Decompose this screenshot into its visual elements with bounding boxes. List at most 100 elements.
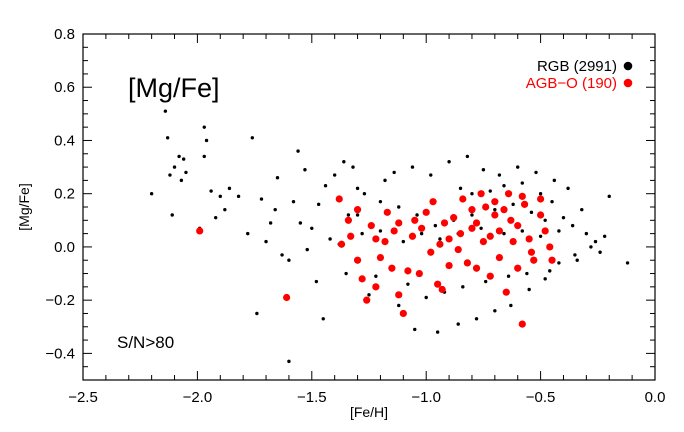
rgb-point xyxy=(589,245,593,249)
legend: RGB (2991) AGB−O (190) xyxy=(526,58,633,92)
agb-point xyxy=(518,320,526,328)
rgb-point xyxy=(502,231,506,236)
agb-point xyxy=(399,309,407,318)
agb-point xyxy=(491,198,499,206)
rgb-point xyxy=(573,253,577,257)
rgb-point xyxy=(602,234,607,238)
y-axis-label: [Mg/Fe] xyxy=(16,183,32,230)
rgb-point xyxy=(280,253,284,257)
rgb-point xyxy=(415,213,419,217)
agb-point xyxy=(486,272,494,280)
y-tick-label: 0.0 xyxy=(54,239,75,256)
agb-point xyxy=(395,291,403,299)
rgb-point xyxy=(355,213,360,217)
agb-point xyxy=(486,232,494,240)
rgb-point xyxy=(465,154,470,159)
agb-point xyxy=(353,256,362,264)
rgb-point xyxy=(321,317,325,321)
agb-point xyxy=(450,214,458,222)
rgb-point xyxy=(246,231,250,236)
rgb-point xyxy=(310,226,314,230)
rgb-point xyxy=(202,154,206,159)
rgb-point xyxy=(509,303,513,308)
rgb-point xyxy=(410,165,415,169)
rgb-point xyxy=(525,271,529,276)
rgb-point xyxy=(625,261,630,265)
rgb-point xyxy=(470,191,474,196)
agb-point xyxy=(429,198,437,206)
rgb-point xyxy=(360,231,364,236)
rgb-point xyxy=(557,229,561,233)
agb-point xyxy=(502,288,510,296)
rgb-point xyxy=(250,136,255,140)
agb-point xyxy=(454,245,462,254)
rgb-point xyxy=(223,207,227,212)
rgb-point xyxy=(413,327,417,332)
rgb-point xyxy=(598,250,602,254)
agb-point xyxy=(388,264,396,272)
agb-point xyxy=(472,264,481,272)
rgb-point xyxy=(291,199,296,204)
agb-point xyxy=(456,230,465,238)
agb-point xyxy=(434,280,442,288)
rgb-point xyxy=(557,261,561,265)
rgb-point xyxy=(287,359,291,364)
agb-point xyxy=(445,261,453,270)
rgb-point xyxy=(149,191,154,196)
rgb-point xyxy=(433,223,438,228)
agb-point xyxy=(418,224,426,232)
rgb-point xyxy=(305,247,309,252)
rgb-point xyxy=(204,138,209,143)
rgb-point xyxy=(165,136,170,140)
rgb-point xyxy=(323,184,328,188)
rgb-point xyxy=(383,178,387,183)
rgb-point xyxy=(275,176,280,180)
agb-point xyxy=(537,195,545,203)
rgb-point xyxy=(580,207,584,212)
agb-point xyxy=(445,235,453,243)
rgb-point xyxy=(296,149,300,153)
rgb-point xyxy=(255,311,259,316)
rgb-point xyxy=(344,271,348,276)
rgb-point xyxy=(552,178,557,183)
agb-point xyxy=(411,216,419,224)
rgb-point xyxy=(314,279,319,284)
rgb-point xyxy=(367,293,371,297)
agb-point xyxy=(546,243,554,251)
x-tick-label: −1.5 xyxy=(297,389,327,406)
rgb-point xyxy=(401,239,406,244)
rgb-point xyxy=(342,160,346,164)
agb-point xyxy=(468,224,476,232)
agb-point xyxy=(527,248,536,256)
rgb-point xyxy=(438,237,442,241)
rgb-point xyxy=(209,189,213,193)
x-axis-label: [Fe/H] xyxy=(350,404,388,420)
agb-point xyxy=(514,264,522,272)
agb-point xyxy=(408,232,417,240)
rgb-series xyxy=(149,109,630,364)
agb-point xyxy=(395,219,403,227)
rgb-point xyxy=(298,221,303,225)
rgb-point xyxy=(474,317,479,321)
rgb-point xyxy=(177,154,181,159)
agb-point xyxy=(477,190,485,198)
rgb-point xyxy=(483,279,488,284)
rgb-point xyxy=(593,239,598,244)
agb-point xyxy=(422,208,430,216)
rgb-point xyxy=(527,287,531,292)
agb-point xyxy=(459,195,467,203)
agb-point xyxy=(404,267,412,275)
sn-annotation: S/N>80 xyxy=(117,333,174,352)
agb-point xyxy=(482,203,490,211)
rgb-point xyxy=(493,207,497,212)
agb-point xyxy=(463,259,471,267)
agb-point xyxy=(479,238,487,246)
rgb-point xyxy=(488,189,492,193)
rgb-point xyxy=(227,186,232,191)
agb-point xyxy=(436,240,444,248)
y-tick-label: −0.2 xyxy=(45,292,75,309)
rgb-point xyxy=(268,221,273,225)
legend-marker-agb xyxy=(623,78,633,88)
agb-point xyxy=(376,253,385,262)
rgb-point xyxy=(273,207,277,212)
